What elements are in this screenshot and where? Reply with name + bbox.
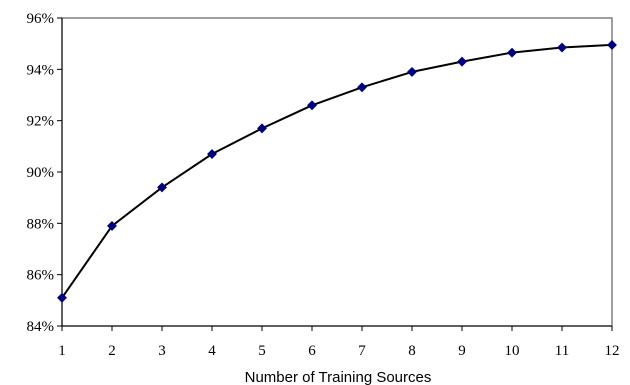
x-axis: 1 2 3 4 5 6 7 8 9 10 11 12: [58, 325, 620, 359]
data-point: [557, 42, 567, 53]
y-tick-label: 94%: [27, 62, 55, 78]
x-tick-label: 2: [108, 343, 116, 359]
y-tick-label: 86%: [27, 268, 55, 284]
series-line: [61, 43, 613, 299]
data-point: [157, 182, 167, 193]
data-point: [357, 82, 367, 93]
x-tick-label: 11: [555, 343, 569, 359]
data-point: [107, 220, 117, 231]
data-point: [307, 100, 317, 111]
data-point: [207, 149, 217, 159]
x-tick-label: 7: [358, 343, 366, 359]
x-axis-title: Number of Training Sources: [245, 369, 432, 385]
data-point: [407, 66, 417, 77]
series-layer: [57, 40, 617, 303]
x-tick-label: 3: [158, 343, 166, 359]
x-tick-label: 10: [505, 343, 520, 359]
y-tick-label: 96%: [27, 11, 55, 27]
data-point: [507, 47, 517, 58]
x-tick-label: 12: [605, 343, 620, 359]
y-tick-label: 84%: [27, 319, 55, 335]
x-tick-label: 8: [408, 343, 416, 359]
x-tick-label: 4: [208, 343, 216, 359]
data-point: [57, 292, 67, 303]
data-point: [457, 56, 467, 67]
y-tick-label: 90%: [27, 165, 55, 181]
x-tick-label: 6: [308, 343, 316, 359]
data-point: [607, 40, 617, 50]
x-tick-label: 5: [258, 343, 266, 359]
y-axis: 84% 86% 88% 90% 92% 94% 96%: [27, 11, 63, 335]
y-tick-label: 88%: [27, 216, 55, 232]
y-tick-label: 92%: [27, 114, 55, 130]
data-point: [257, 123, 267, 134]
x-tick-label: 9: [458, 343, 466, 359]
x-tick-label: 1: [58, 343, 66, 359]
